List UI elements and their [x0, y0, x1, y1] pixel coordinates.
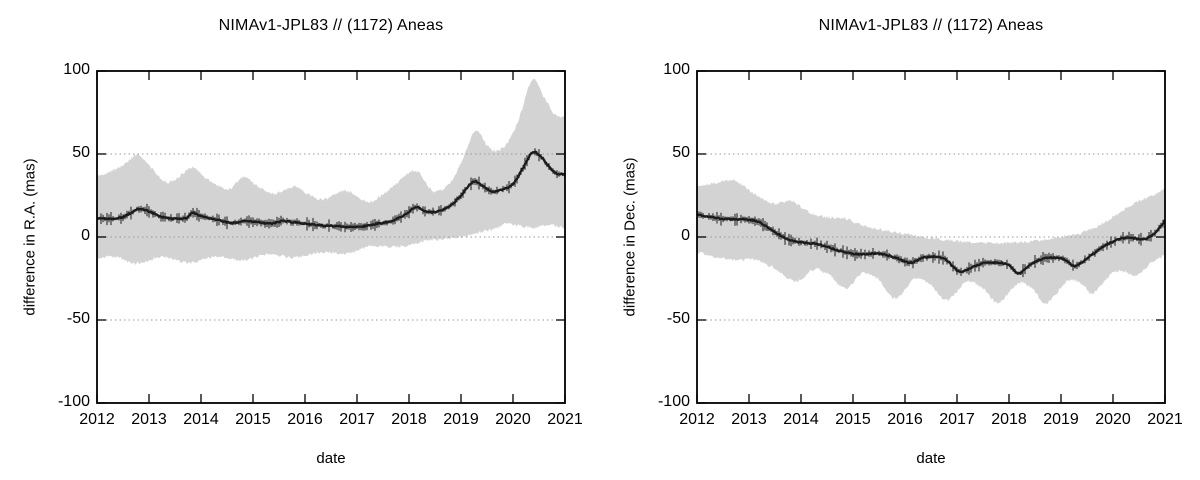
plot-area-dec — [696, 70, 1166, 404]
y-tick-label: -100 — [657, 393, 690, 410]
x-tick-label: 2012 — [79, 411, 115, 428]
x-tick-label: 2013 — [731, 411, 767, 428]
x-tick-label: 2018 — [991, 411, 1027, 428]
x-tick-label: 2017 — [939, 411, 975, 428]
chart-dec-panel: NIMAv1-JPL83 // (1172) Aneas difference … — [600, 0, 1200, 480]
x-tick-label: 2012 — [679, 411, 715, 428]
x-tick-label: 2016 — [887, 411, 923, 428]
error-band — [697, 179, 1165, 305]
x-tick-label: 2015 — [235, 411, 271, 428]
y-tick-label: 0 — [81, 227, 90, 244]
x-tick-label: 2016 — [287, 411, 323, 428]
y-tick-label: -100 — [57, 393, 90, 410]
x-tick-label: 2021 — [547, 411, 583, 428]
y-tick-label: -50 — [666, 310, 690, 327]
y-tick-label: 100 — [63, 61, 90, 78]
x-tick-label: 2020 — [1095, 411, 1131, 428]
x-tick-label: 2018 — [391, 411, 427, 428]
x-tick-label: 2020 — [495, 411, 531, 428]
y-tick-label: 100 — [663, 61, 690, 78]
chart-title: NIMAv1-JPL83 // (1172) Aneas — [218, 17, 444, 34]
x-tick-label: 2015 — [835, 411, 871, 428]
y-tick-label: 0 — [681, 227, 690, 244]
y-tick-label: 50 — [672, 144, 690, 161]
x-tick-label: 2014 — [183, 411, 219, 428]
x-tick-label: 2019 — [443, 411, 479, 428]
plot-area-ra — [96, 70, 566, 404]
center-line — [697, 213, 1165, 275]
x-tick-label: 2021 — [1147, 411, 1183, 428]
center-line — [97, 150, 565, 229]
y-tick-label: 50 — [72, 144, 90, 161]
x-tick-label: 2017 — [339, 411, 375, 428]
chart-ra-panel: NIMAv1-JPL83 // (1172) Aneas difference … — [22, 17, 583, 467]
x-axis-label: date — [916, 450, 946, 467]
x-axis-label: date — [316, 450, 346, 467]
x-tick-label: 2013 — [131, 411, 167, 428]
chart-title: NIMAv1-JPL83 // (1172) Aneas — [818, 17, 1044, 34]
y-tick-label: -50 — [66, 310, 90, 327]
x-tick-label: 2014 — [783, 411, 819, 428]
x-tick-label: 2019 — [1043, 411, 1079, 428]
